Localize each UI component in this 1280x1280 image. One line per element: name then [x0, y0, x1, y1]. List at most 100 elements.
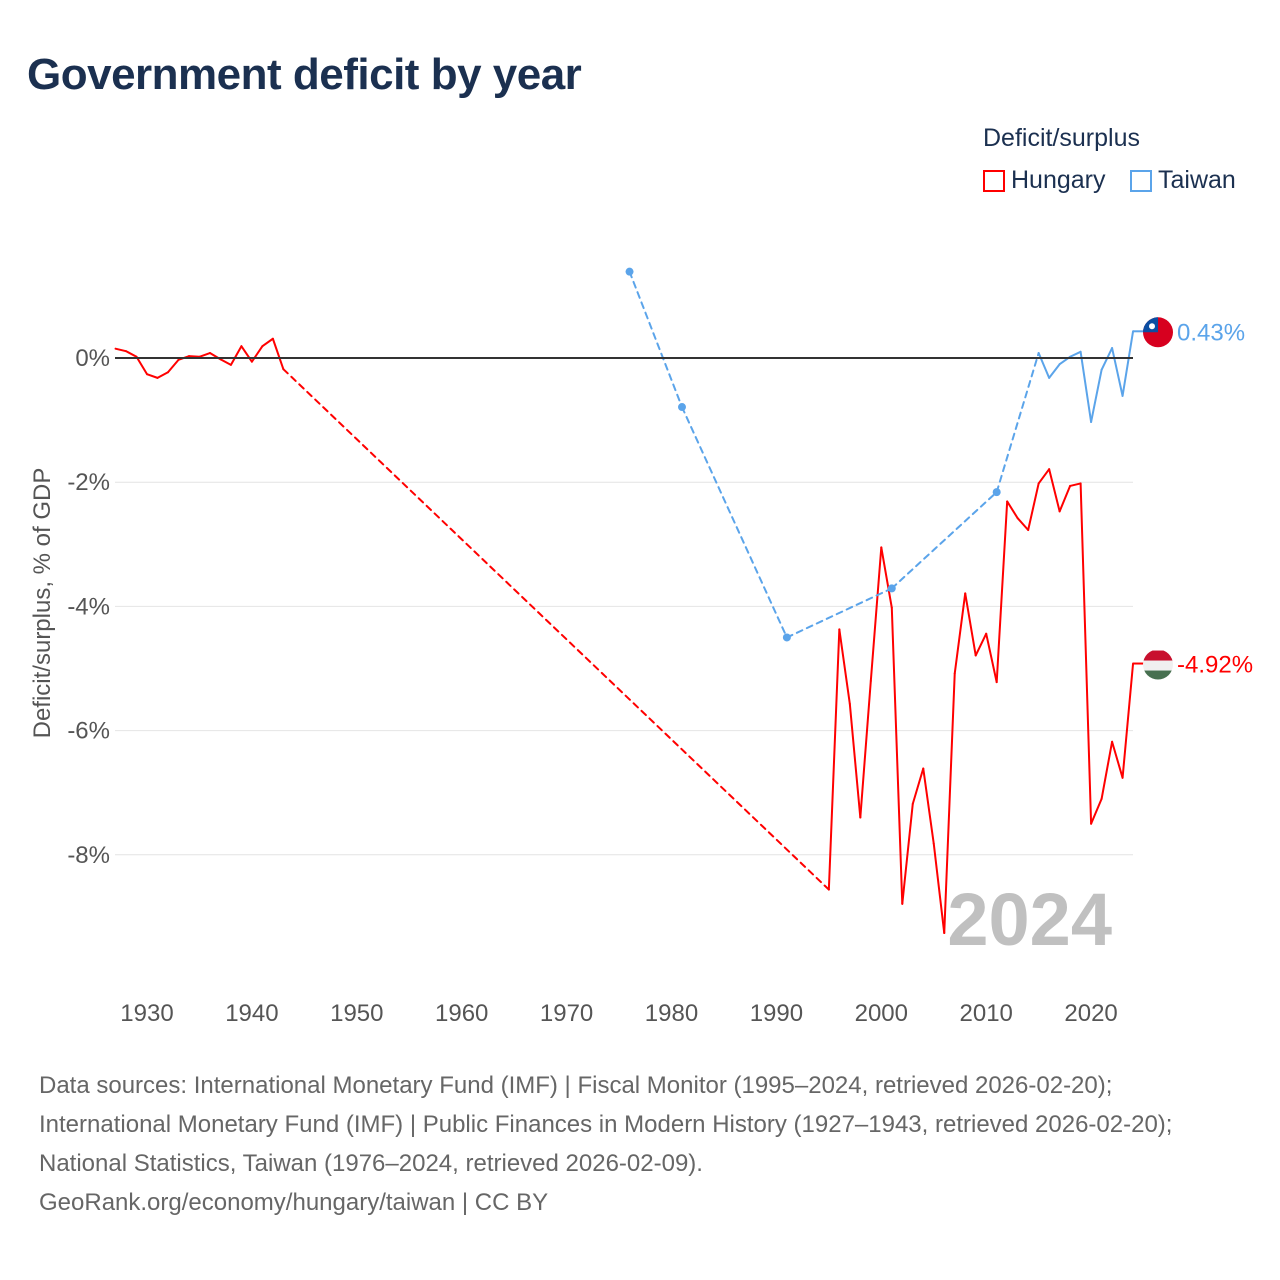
- y-tick-label: 0%: [75, 345, 110, 372]
- line-segment: [922, 767, 935, 845]
- credit-link[interactable]: GeoRank.org/economy/hungary/taiwan | CC …: [39, 1189, 549, 1216]
- legend-swatch-hungary: [983, 169, 1005, 192]
- line-segment: [848, 702, 862, 819]
- line-segment: [271, 337, 285, 371]
- end-label-hungary: -4.92%: [1177, 652, 1253, 679]
- line-segment: [198, 352, 211, 358]
- line-segment: [166, 358, 180, 374]
- legend-title: Deficit/surplus: [983, 124, 1140, 152]
- line-segment: [1100, 740, 1114, 800]
- data-point: [782, 633, 791, 642]
- flag-stripe: [1143, 660, 1173, 672]
- line-segment: [219, 358, 232, 366]
- line-segment: [1111, 740, 1124, 779]
- line-segment: [282, 368, 830, 891]
- line-segment: [1090, 797, 1103, 825]
- line-segment: [250, 345, 264, 363]
- y-tick-label: -8%: [67, 842, 110, 869]
- year-label: 2024: [947, 878, 1112, 961]
- line-segment: [125, 350, 138, 358]
- x-tick-label: 1990: [750, 1000, 803, 1027]
- legend-label-taiwan: Taiwan: [1158, 166, 1236, 194]
- line-segment: [1048, 468, 1061, 513]
- x-tick-label: 2010: [960, 1000, 1013, 1027]
- footer: Data sources: International Monetary Fun…: [39, 1066, 1249, 1222]
- line-segment: [859, 679, 872, 819]
- line-segment: [964, 592, 977, 657]
- line-segment: [995, 352, 1040, 494]
- line-segment: [240, 345, 253, 363]
- line-segment: [1111, 347, 1124, 397]
- line-segment: [838, 628, 851, 705]
- line-segment: [995, 500, 1009, 684]
- line-segment: [1027, 482, 1040, 532]
- end-label-taiwan: 0.43%: [1177, 319, 1245, 346]
- line-segment: [974, 632, 988, 657]
- line-segment: [1069, 482, 1082, 487]
- data-point: [992, 488, 1001, 497]
- flag-stripe: [1143, 670, 1173, 680]
- line-segment: [932, 842, 946, 935]
- line-segment: [261, 337, 274, 348]
- series-taiwan: [625, 267, 1135, 642]
- line-segment: [1121, 330, 1135, 397]
- line-segment: [1079, 350, 1093, 423]
- data-point: [625, 267, 634, 276]
- hungary-flag-icon: [1143, 650, 1173, 680]
- y-axis-label: Deficit/surplus, % of GDP: [29, 468, 56, 739]
- line-segment: [1079, 482, 1093, 825]
- data-point: [887, 584, 896, 593]
- y-tick-label: -6%: [67, 718, 110, 745]
- line-segment: [827, 628, 841, 891]
- x-tick-label: 2000: [855, 1000, 908, 1027]
- line-segment: [953, 592, 967, 675]
- legend-label-hungary: Hungary: [1011, 166, 1106, 194]
- chart-area: 0% -2% -4% -6% -8% 1930 1940 1950 1960 1970 1980 19…: [29, 267, 1253, 1027]
- x-tick-label: 1930: [120, 1000, 173, 1027]
- x-tick-label: 1970: [540, 1000, 593, 1027]
- line-segment: [1016, 517, 1030, 532]
- line-segment: [187, 355, 201, 358]
- line-segment: [1006, 500, 1019, 520]
- flag-sun: [1149, 323, 1155, 330]
- flag-stripe: [1143, 650, 1173, 662]
- line-segment: [135, 355, 148, 376]
- x-tick-label: 1950: [330, 1000, 383, 1027]
- line-segment: [1058, 484, 1072, 513]
- x-tick-label: 1960: [435, 1000, 488, 1027]
- chart-title: Government deficit by year: [27, 50, 582, 99]
- line-segment: [1121, 662, 1135, 779]
- line-segment: [1048, 363, 1061, 379]
- x-tick-label: 1980: [645, 1000, 698, 1027]
- line-segment: [943, 672, 956, 935]
- data-sources: Data sources: International Monetary Fun…: [39, 1072, 1173, 1177]
- line-segment: [890, 606, 904, 905]
- line-segment: [890, 491, 998, 590]
- line-segment: [680, 406, 788, 639]
- legend-swatch-taiwan: [1130, 169, 1152, 192]
- line-segment: [901, 802, 914, 905]
- line-segment: [1037, 468, 1051, 485]
- line-segment: [229, 345, 243, 366]
- legend-item-hungary[interactable]: Hungary: [983, 166, 1106, 195]
- x-tick-label: 1940: [225, 1000, 278, 1027]
- x-tick-label: 2020: [1064, 1000, 1117, 1027]
- y-tick-label: -2%: [67, 469, 110, 496]
- line-segment: [1090, 368, 1103, 423]
- line-segment: [628, 270, 683, 409]
- line-segment: [911, 767, 925, 805]
- line-segment: [880, 546, 893, 609]
- line-segment: [1037, 352, 1051, 379]
- data-point: [677, 403, 686, 412]
- line-segment: [156, 371, 169, 379]
- y-tick-label: -4%: [67, 593, 110, 620]
- legend-item-taiwan[interactable]: Taiwan: [1130, 166, 1236, 195]
- taiwan-flag-icon: [1143, 317, 1173, 348]
- line-segment: [869, 546, 883, 682]
- series-hungary: [114, 337, 1135, 935]
- line-segment: [146, 373, 159, 379]
- line-segment: [114, 347, 128, 353]
- line-segment: [1069, 350, 1082, 358]
- line-segment: [985, 632, 998, 684]
- line-segment: [785, 587, 893, 639]
